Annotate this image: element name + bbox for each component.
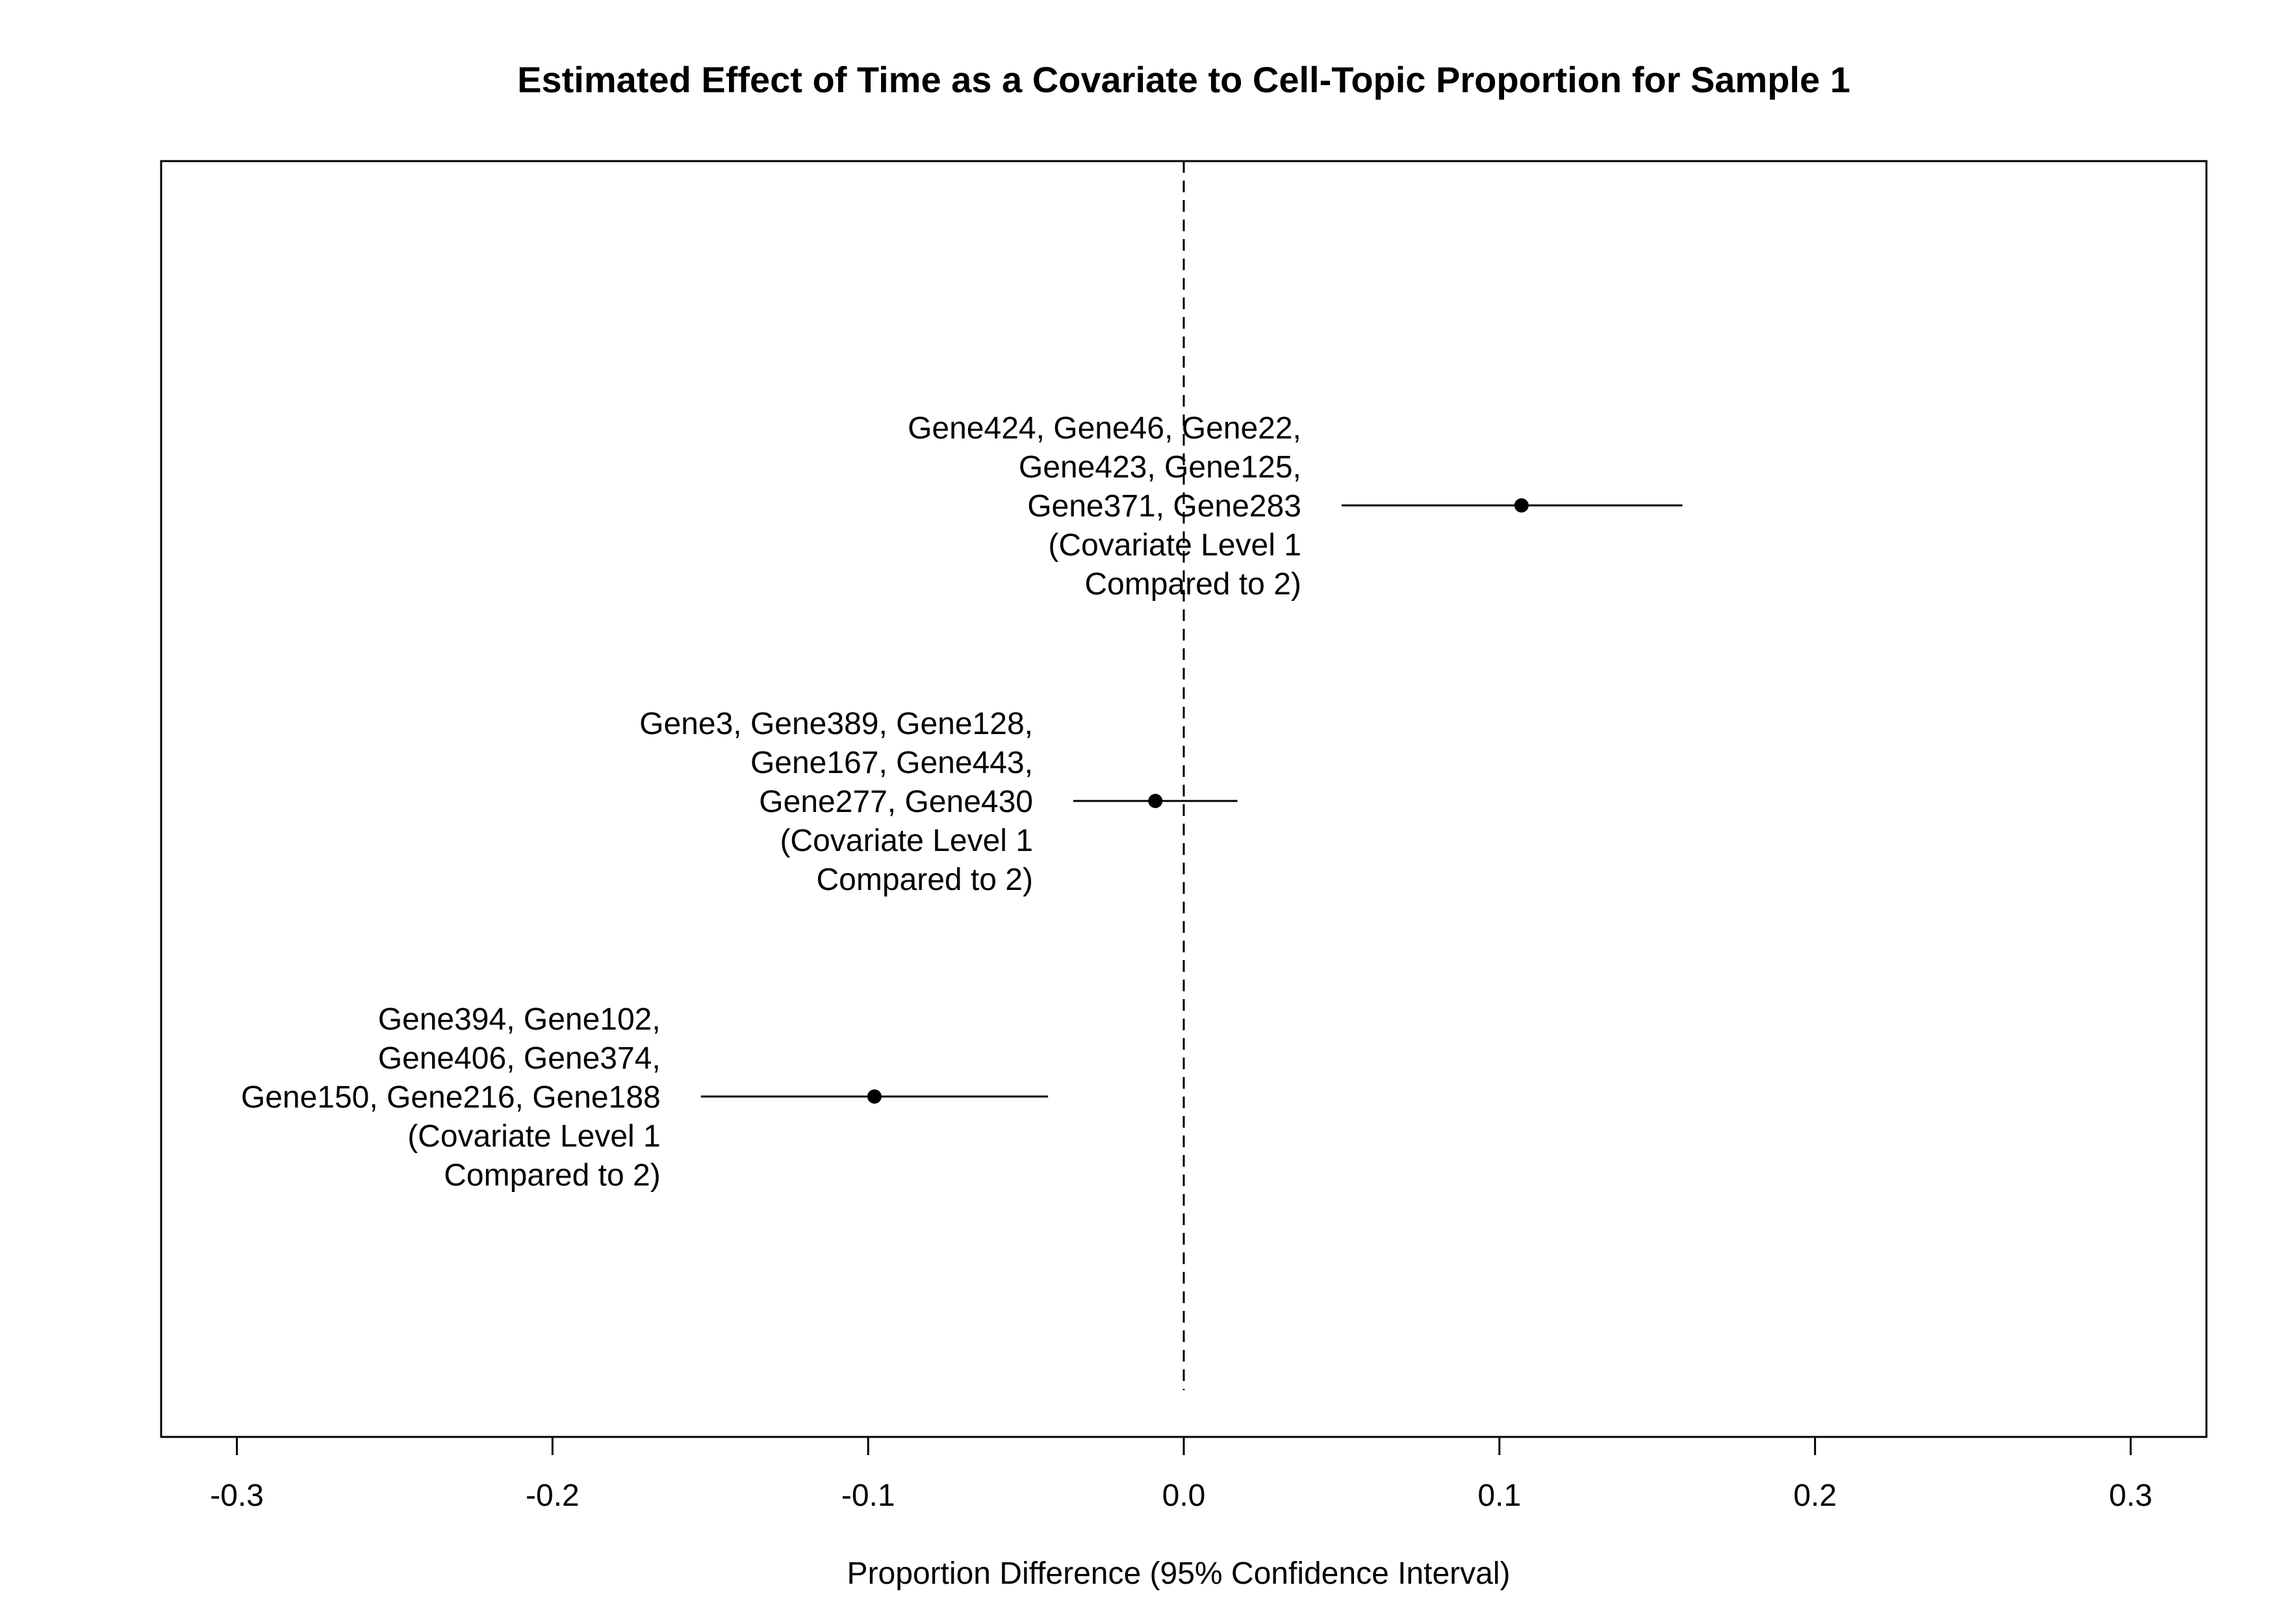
x-tick-label: 0.2 bbox=[1793, 1478, 1837, 1513]
forest-row: Gene394, Gene102, Gene406, Gene374, Gene15… bbox=[241, 1002, 1049, 1193]
x-tick-label: 0.3 bbox=[2109, 1478, 2153, 1513]
rows-layer: Gene424, Gene46, Gene22, Gene423, Gene125… bbox=[241, 411, 1683, 1193]
x-tick-label: -0.2 bbox=[526, 1478, 580, 1513]
row-label-line: Gene277, Gene430 bbox=[759, 785, 1033, 819]
chart-title: Estimated Effect of Time as a Covariate … bbox=[517, 59, 1850, 100]
row-label-line: Gene371, Gene283 bbox=[1027, 489, 1301, 524]
plot-frame bbox=[160, 160, 2208, 1438]
row-label-line: Gene423, Gene125, bbox=[1019, 450, 1301, 485]
row-label-line: Compared to 2) bbox=[444, 1158, 661, 1193]
row-label-line: (Covariate Level 1 bbox=[780, 824, 1033, 858]
point-estimate bbox=[1514, 498, 1529, 513]
x-tick-label: -0.1 bbox=[841, 1478, 895, 1513]
forest-row: Gene3, Gene389, Gene128, Gene167, Gene443… bbox=[639, 707, 1238, 897]
x-axis: -0.3 -0.2 -0.1 0.0 0.1 0.2 0.3 bbox=[210, 1436, 2153, 1513]
row-label-line: Compared to 2) bbox=[816, 863, 1033, 897]
row-label-line: (Covariate Level 1 bbox=[407, 1119, 661, 1154]
x-tick-label: -0.3 bbox=[210, 1478, 264, 1513]
row-label-line: Gene394, Gene102, bbox=[378, 1002, 661, 1037]
forest-row: Gene424, Gene46, Gene22, Gene423, Gene125… bbox=[908, 411, 1683, 602]
x-tick-label: 0.1 bbox=[1477, 1478, 1521, 1513]
point-estimate bbox=[867, 1089, 882, 1104]
row-label-line: Gene406, Gene374, bbox=[378, 1041, 661, 1076]
row-label-line: (Covariate Level 1 bbox=[1048, 528, 1301, 563]
x-axis-label: Proportion Difference (95% Confidence In… bbox=[847, 1556, 1511, 1591]
row-label-line: Gene150, Gene216, Gene188 bbox=[241, 1080, 661, 1115]
row-label-line: Compared to 2) bbox=[1084, 567, 1301, 602]
row-label-line: Gene167, Gene443, bbox=[750, 746, 1033, 780]
row-label-line: Gene424, Gene46, Gene22, bbox=[908, 411, 1301, 446]
x-tick-label: 0.0 bbox=[1162, 1478, 1206, 1513]
point-estimate bbox=[1148, 794, 1163, 808]
row-label-line: Gene3, Gene389, Gene128, bbox=[639, 707, 1033, 741]
